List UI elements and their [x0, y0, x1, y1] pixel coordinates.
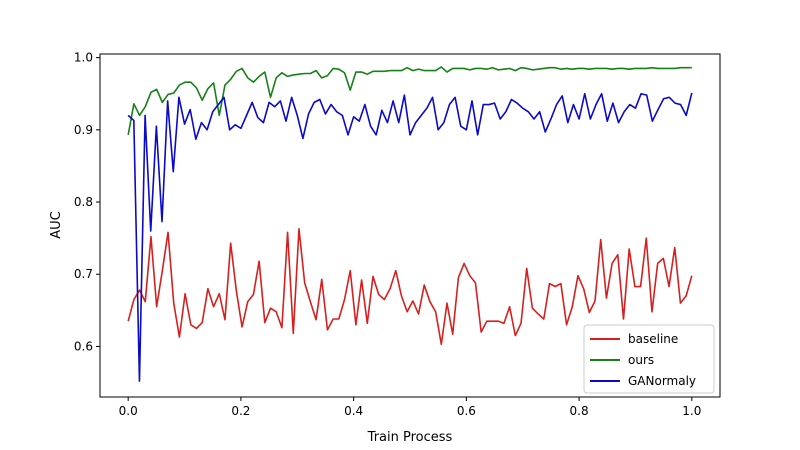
x-tick-label: 0.8 — [570, 404, 589, 418]
y-tick-label: 0.7 — [74, 267, 93, 281]
y-tick-label: 0.8 — [74, 195, 93, 209]
legend: baseline ours GANormaly — [583, 324, 715, 394]
legend-label-ganormaly: GANormaly — [628, 374, 696, 388]
series-line-ganormaly — [127, 92, 693, 382]
x-tick-label: 1.0 — [682, 404, 701, 418]
plot-frame — [99, 53, 721, 398]
legend-label-baseline: baseline — [628, 332, 678, 346]
legend-label-ours: ours — [628, 353, 654, 367]
y-axis-label: AUC — [49, 211, 64, 239]
y-tick-label: 1.0 — [74, 51, 93, 65]
y-tick-label: 0.9 — [74, 123, 93, 137]
series-line-baseline — [127, 227, 693, 346]
series-layer — [127, 66, 693, 382]
x-axis-label: Train Process — [367, 430, 453, 445]
x-tick-label: 0.0 — [119, 404, 138, 418]
x-tick-label: 0.4 — [344, 404, 363, 418]
legend-items: baseline ours GANormaly — [590, 332, 696, 388]
y-tick-label: 0.6 — [74, 339, 93, 353]
x-tick-label: 0.6 — [457, 404, 476, 418]
x-tick-label: 0.2 — [231, 404, 250, 418]
y-axis-ticks: 0.6 0.7 0.8 0.9 1.0 — [74, 51, 100, 353]
legend-box — [583, 324, 715, 394]
x-axis-ticks: 0.0 0.2 0.4 0.6 0.8 1.0 — [119, 397, 701, 418]
